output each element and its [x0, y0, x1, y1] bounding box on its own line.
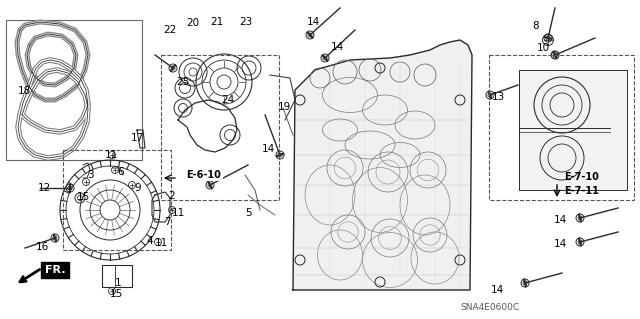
Text: 11: 11	[154, 238, 168, 248]
Text: 7: 7	[164, 217, 170, 227]
Text: 19: 19	[277, 102, 291, 112]
Text: 10: 10	[536, 43, 550, 53]
Bar	[63, 150, 171, 250]
Text: 24: 24	[221, 95, 235, 105]
Text: 11: 11	[104, 150, 118, 160]
Text: 4: 4	[147, 236, 154, 246]
Text: 11: 11	[172, 208, 184, 218]
Text: E-7-10: E-7-10	[564, 172, 600, 182]
Text: 15: 15	[109, 289, 123, 299]
Text: 21: 21	[211, 17, 223, 27]
Text: 3: 3	[86, 170, 93, 180]
Text: 16: 16	[35, 242, 49, 252]
Text: 18: 18	[17, 86, 31, 96]
Polygon shape	[293, 40, 472, 290]
Bar	[6, 20, 142, 160]
Text: SNA4E0600C: SNA4E0600C	[460, 303, 520, 313]
Text: 15: 15	[76, 192, 90, 202]
Text: 14: 14	[554, 239, 566, 249]
Text: 6: 6	[118, 167, 124, 177]
Text: 9: 9	[134, 183, 141, 193]
Text: 14: 14	[490, 285, 504, 295]
Text: 20: 20	[186, 18, 200, 28]
Text: 23: 23	[239, 17, 253, 27]
Text: 14: 14	[307, 17, 319, 27]
Text: 13: 13	[492, 92, 504, 102]
Text: E-6-10: E-6-10	[187, 170, 221, 180]
Text: 22: 22	[163, 25, 177, 35]
Text: 2: 2	[169, 191, 175, 201]
Bar	[519, 70, 627, 190]
Text: 12: 12	[37, 183, 51, 193]
Bar	[102, 265, 132, 287]
Text: 14: 14	[330, 42, 344, 52]
Text: 8: 8	[532, 21, 540, 31]
Text: 25: 25	[177, 77, 189, 87]
Text: 17: 17	[131, 133, 143, 143]
Text: 5: 5	[244, 208, 252, 218]
Text: 14: 14	[554, 215, 566, 225]
Bar	[161, 55, 279, 200]
Text: 1: 1	[115, 278, 122, 288]
Bar	[489, 55, 634, 200]
Text: FR.: FR.	[45, 265, 65, 275]
Text: 14: 14	[261, 144, 275, 154]
Text: E-7-11: E-7-11	[564, 186, 600, 196]
